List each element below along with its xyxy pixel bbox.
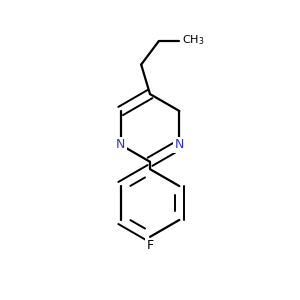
Text: N: N: [116, 138, 125, 151]
Text: F: F: [146, 239, 154, 252]
Text: CH$_3$: CH$_3$: [182, 34, 204, 47]
Text: N: N: [175, 138, 184, 151]
